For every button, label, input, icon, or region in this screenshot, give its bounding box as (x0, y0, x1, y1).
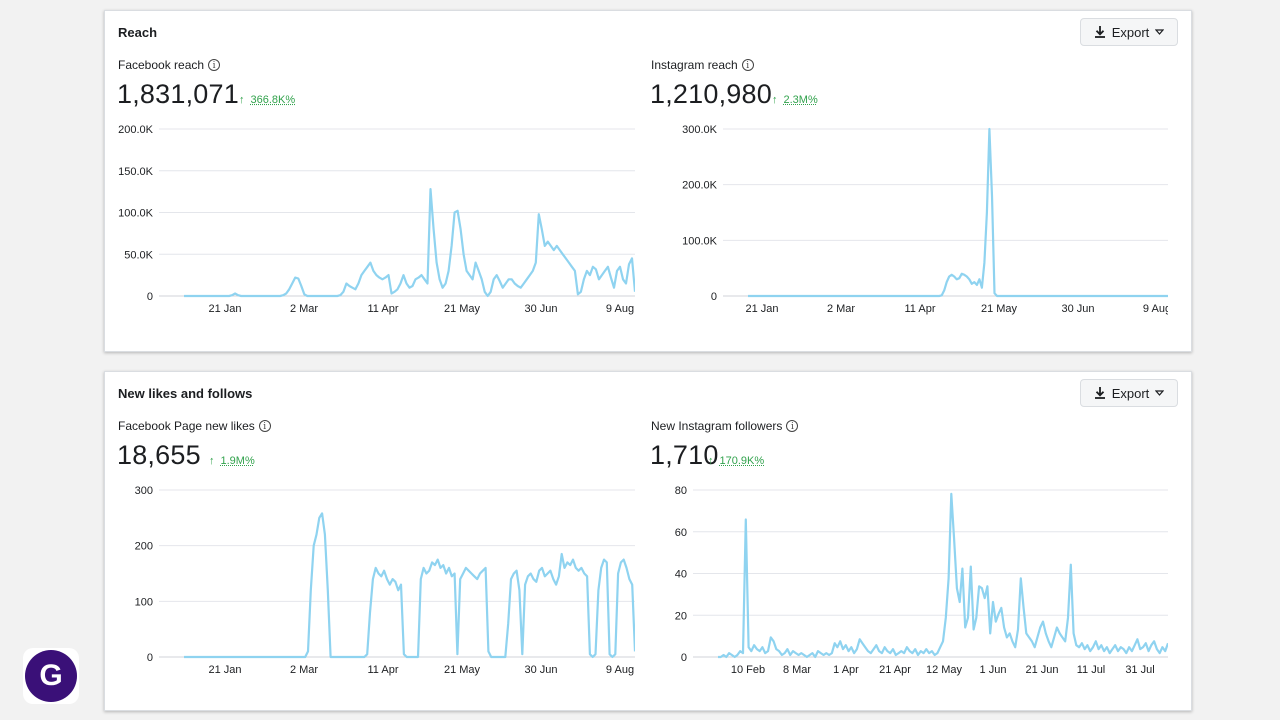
x-tick-label: 21 May (444, 303, 481, 315)
series-line[interactable] (748, 127, 1168, 298)
y-tick-label: 60 (675, 527, 687, 539)
y-tick-label: 0 (147, 291, 153, 303)
series-line[interactable] (184, 187, 635, 298)
y-tick-label: 300 (135, 485, 153, 497)
facebook-likes-value: 18,655 (117, 440, 201, 470)
x-tick-label: 11 Apr (368, 303, 399, 315)
y-tick-label: 150.0K (118, 166, 154, 178)
caret-down-icon (1155, 390, 1165, 396)
x-tick-label: 1 Jun (980, 664, 1007, 676)
x-tick-label: 10 Feb (731, 664, 765, 676)
y-tick-label: 80 (675, 485, 687, 497)
change-percent[interactable]: 170.9K% (719, 455, 765, 467)
y-tick-label: 0 (147, 652, 153, 664)
g-logo-icon: G (25, 650, 77, 702)
instagram-followers-panel: New Instagram followers i 1,710 ↑ 170.9K… (638, 416, 1168, 686)
card-title: New likes and follows (118, 386, 253, 401)
y-tick-label: 300.0K (682, 124, 718, 136)
x-tick-label: 9 Aug (606, 303, 634, 315)
series-line[interactable] (184, 512, 635, 659)
x-tick-label: 9 Aug (1143, 303, 1168, 315)
instagram-reach-change: ↑ 2.3M% (772, 94, 818, 106)
instagram-reach-panel: Instagram reach i 1,210,980 ↑ 2.3M% 0 100… (638, 55, 1168, 325)
instagram-followers-chart: 0 20 40 60 80 10 Feb 8 Mar 1 Apr 21 Apr 12 May 1 J… (675, 485, 1168, 676)
card-title: Reach (118, 25, 158, 40)
download-icon (1094, 26, 1105, 38)
x-tick-label: 21 May (444, 664, 481, 676)
x-tick-label: 21 Apr (879, 664, 911, 676)
facebook-reach-chart: 0 50.0K 100.0K 150.0K 200.0K 21 Jan 2 Mar 11 Ap… (118, 124, 635, 315)
metric-label: Facebook Page new likes i (118, 419, 271, 433)
facebook-likes-change: ↑ 1.9M% (209, 455, 255, 467)
metric-label: Facebook reach i (118, 58, 221, 72)
x-tick-label: 30 Jun (1061, 303, 1094, 315)
facebook-reach-panel: Facebook reach i 1,831,071 ↑ 366.8K% 0 50… (105, 55, 635, 325)
metric-label: Instagram reach i (651, 58, 754, 72)
x-tick-label: 30 Jun (524, 303, 557, 315)
facebook-reach-value: 1,831,071 (117, 79, 239, 109)
instagram-reach-chart: 0 100.0K 200.0K 300.0K 21 Jan 2 Mar 11 Apr 21 M… (682, 124, 1168, 315)
export-label: Export (1111, 385, 1150, 401)
info-icon[interactable]: i (258, 420, 271, 432)
change-percent[interactable]: 1.9M% (220, 455, 255, 467)
x-tick-label: 21 Jan (208, 303, 241, 315)
y-tick-label: 200.0K (118, 124, 154, 136)
facebook-reach-label: Facebook reach (118, 58, 205, 72)
x-tick-label: 11 Jul (1077, 664, 1106, 676)
facebook-reach-change: ↑ 366.8K% (239, 94, 295, 106)
y-tick-label: 20 (675, 610, 687, 622)
y-tick-label: 50.0K (124, 249, 153, 261)
facebook-likes-chart: 0 100 200 300 21 Jan 2 Mar 11 Apr 21 May 30 Jun 9… (135, 485, 635, 676)
x-tick-label: 9 Aug (606, 664, 634, 676)
y-tick-label: 200.0K (682, 180, 718, 192)
x-tick-label: 2 Mar (290, 303, 318, 315)
change-percent[interactable]: 366.8K% (250, 94, 296, 106)
change-percent[interactable]: 2.3M% (783, 94, 818, 106)
x-tick-label: 31 Jul (1125, 664, 1154, 676)
arrow-up-icon: ↑ (772, 94, 778, 106)
x-tick-label: 21 Jan (208, 664, 241, 676)
x-tick-label: 21 Jun (1025, 664, 1058, 676)
info-icon[interactable]: i (741, 59, 754, 71)
info-icon[interactable]: i (786, 420, 799, 432)
y-tick-label: 0 (711, 291, 717, 303)
export-button[interactable]: Export (1080, 379, 1178, 407)
x-tick-label: 2 Mar (290, 664, 318, 676)
export-button[interactable]: Export (1080, 18, 1178, 46)
y-tick-label: 0 (681, 652, 687, 664)
caret-down-icon (1155, 29, 1165, 35)
x-tick-label: 11 Apr (905, 303, 936, 315)
facebook-likes-label: Facebook Page new likes (118, 419, 255, 433)
x-tick-label: 12 May (926, 664, 963, 676)
arrow-up-icon: ↑ (708, 455, 714, 467)
x-tick-label: 8 Mar (783, 664, 811, 676)
info-icon[interactable]: i (208, 59, 221, 71)
metric-label: New Instagram followers i (651, 419, 799, 433)
x-tick-label: 1 Apr (833, 664, 859, 676)
likes-follows-card: New likes and follows Export Facebook Pa… (104, 371, 1192, 711)
arrow-up-icon: ↑ (239, 94, 245, 106)
x-tick-label: 30 Jun (524, 664, 557, 676)
instagram-followers-change: ↑ 170.9K% (708, 455, 764, 467)
x-tick-label: 21 Jan (745, 303, 778, 315)
y-tick-label: 200 (135, 541, 153, 553)
y-tick-label: 40 (675, 569, 687, 581)
arrow-up-icon: ↑ (209, 455, 215, 467)
download-icon (1094, 387, 1105, 399)
facebook-likes-panel: Facebook Page new likes i 18,655 ↑ 1.9M%… (105, 416, 635, 686)
x-tick-label: 2 Mar (827, 303, 855, 315)
export-label: Export (1111, 24, 1150, 40)
y-tick-label: 100.0K (682, 235, 718, 247)
channel-logo: G (23, 648, 79, 704)
instagram-reach-label: Instagram reach (651, 58, 738, 72)
instagram-reach-value: 1,210,980 (650, 79, 772, 109)
x-tick-label: 11 Apr (368, 664, 399, 676)
series-line[interactable] (718, 492, 1168, 659)
x-tick-label: 21 May (981, 303, 1018, 315)
reach-card: Reach Export Facebook reach i 1,831,071 … (104, 10, 1192, 352)
y-tick-label: 100 (135, 596, 153, 608)
y-tick-label: 100.0K (118, 208, 154, 220)
instagram-followers-value: 1,710 (650, 440, 719, 470)
instagram-followers-label: New Instagram followers (651, 419, 783, 433)
